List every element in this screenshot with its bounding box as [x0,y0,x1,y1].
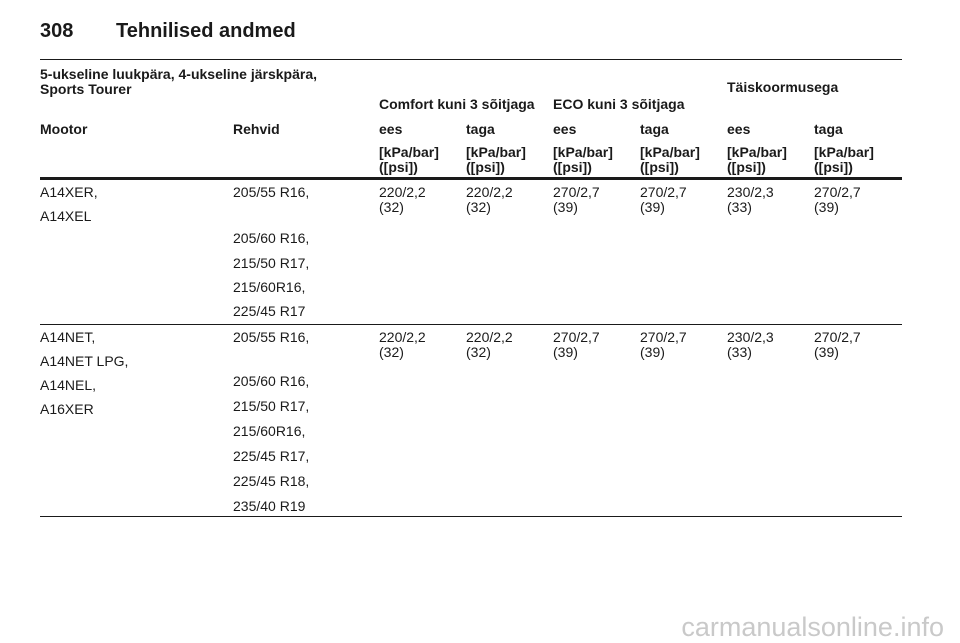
pressure-cell: 270/2,7 (39) [553,329,600,360]
vehicle-type-heading: 5-ukseline luukpära, 4-ukseline järskpär… [40,66,318,97]
comfort-load-heading: Comfort kuni 3 sõitjaga [379,96,535,112]
eco-load-heading: ECO kuni 3 sõitjaga [553,96,685,112]
tyre-cell: 215/50 R17, [233,255,310,271]
column-comfort-rear-header: taga [466,121,495,137]
column-eco-front-header: ees [553,121,577,137]
column-eco-rear-header: taga [640,121,669,137]
pressure-cell: 220/2,2 (32) [379,184,426,215]
pressure-cell: 270/2,7 (39) [814,329,861,360]
pressure-cell: 270/2,7 (39) [640,184,687,215]
tyre-cell: 225/45 R18, [233,473,310,489]
tyre-cell: 235/40 R19 [233,498,306,514]
engine-cell: A14NET LPG, [40,353,129,369]
tyre-cell: 225/45 R17 [233,303,306,319]
unit-label: [kPa/bar] ([psi]) [553,144,613,175]
engine-cell: A14NET, [40,329,96,345]
tyre-cell: 215/60R16, [233,279,306,295]
row-divider [40,324,902,325]
pressure-cell: 220/2,2 (32) [466,329,513,360]
table-header-rule [40,177,902,180]
tyre-cell: 205/60 R16, [233,373,310,389]
page-header: 308 Tehnilised andmed [40,20,296,43]
page-title: Tehnilised andmed [116,20,296,42]
tyre-cell: 205/55 R16, [233,329,310,345]
column-engine-header: Mootor [40,121,88,137]
tyre-cell: 225/45 R17, [233,448,310,464]
pressure-cell: 230/2,3 (33) [727,329,774,360]
pressure-cell: 270/2,7 (39) [553,184,600,215]
pressure-cell: 230/2,3 (33) [727,184,774,215]
watermark: carmanualsonline.info [681,612,944,642]
pressure-cell: 270/2,7 (39) [814,184,861,215]
pressure-cell: 270/2,7 (39) [640,329,687,360]
tyre-cell: 215/60R16, [233,423,306,439]
column-comfort-front-header: ees [379,121,403,137]
column-full-rear-header: taga [814,121,843,137]
header-rule [40,59,902,60]
tyre-cell: 205/60 R16, [233,230,310,246]
pressure-cell: 220/2,2 (32) [379,329,426,360]
unit-label: [kPa/bar] ([psi]) [727,144,787,175]
unit-label: [kPa/bar] ([psi]) [379,144,439,175]
tyre-cell: 215/50 R17, [233,398,310,414]
unit-label: [kPa/bar] ([psi]) [814,144,874,175]
page-number: 308 [40,20,74,42]
column-full-front-header: ees [727,121,751,137]
unit-label: [kPa/bar] ([psi]) [640,144,700,175]
engine-cell: A16XER [40,401,94,417]
engine-cell: A14XEL [40,208,92,224]
pressure-cell: 220/2,2 (32) [466,184,513,215]
column-tyre-header: Rehvid [233,121,280,137]
table-bottom-rule [40,516,902,517]
engine-cell: A14NEL, [40,377,97,393]
tyre-cell: 205/55 R16, [233,184,310,200]
full-load-heading: Täiskoormusega [727,79,839,95]
unit-label: [kPa/bar] ([psi]) [466,144,526,175]
engine-cell: A14XER, [40,184,98,200]
